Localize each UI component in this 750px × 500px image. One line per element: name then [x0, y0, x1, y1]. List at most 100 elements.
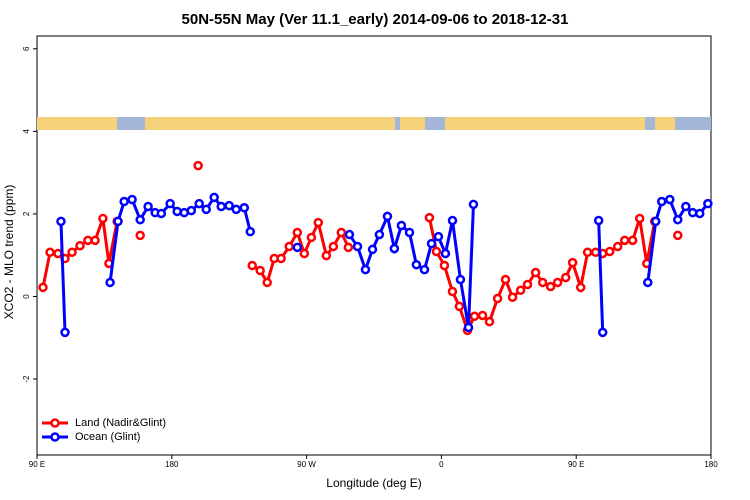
- data-point: [419, 264, 430, 275]
- data-point: [426, 238, 437, 249]
- data-point: [404, 227, 415, 238]
- data-point: [231, 204, 241, 215]
- data-point: [127, 194, 137, 205]
- y-tick-label: -2: [22, 375, 31, 383]
- data-point: [463, 322, 474, 333]
- data-point: [360, 264, 371, 275]
- data-point: [156, 208, 167, 219]
- data-point: [634, 213, 645, 224]
- data-point: [382, 211, 393, 222]
- data-point: [447, 215, 458, 226]
- data-point: [469, 311, 480, 322]
- data-point: [545, 281, 556, 292]
- data-point: [593, 215, 604, 226]
- data-point: [515, 285, 526, 296]
- data-point: [193, 160, 203, 171]
- data-point: [468, 199, 479, 210]
- data-point: [424, 212, 435, 223]
- data-point: [672, 230, 683, 241]
- x-tick-label: 180: [165, 460, 179, 469]
- y-tick-label: 4: [22, 129, 31, 134]
- data-point: [276, 253, 286, 264]
- land-strip: [445, 117, 645, 130]
- data-point: [507, 292, 518, 303]
- data-point: [500, 274, 511, 285]
- data-point: [656, 196, 667, 207]
- y-tick-label: 2: [22, 211, 31, 216]
- data-point: [619, 235, 630, 246]
- data-point: [165, 198, 175, 209]
- data-point: [552, 277, 563, 288]
- data-point: [537, 277, 548, 288]
- data-point: [216, 201, 226, 212]
- legend-label: Ocean (Glint): [75, 431, 140, 443]
- data-point: [135, 230, 145, 241]
- data-point: [582, 247, 593, 258]
- data-point: [597, 327, 608, 338]
- data-point: [247, 260, 257, 271]
- land-strip: [400, 117, 425, 130]
- data-point: [343, 242, 354, 253]
- data-point: [299, 248, 310, 259]
- data-point: [284, 241, 294, 252]
- data-point: [695, 208, 705, 219]
- data-point: [56, 216, 66, 227]
- data-point: [292, 227, 303, 238]
- data-point: [292, 242, 303, 253]
- x-tick-label: 90 W: [297, 460, 316, 469]
- chart-title: 50N-55N May (Ver 11.1_early) 2014-09-06 …: [182, 11, 569, 28]
- land-strip: [37, 117, 117, 130]
- data-point: [201, 204, 211, 215]
- data-point: [681, 201, 691, 212]
- data-point: [530, 267, 541, 278]
- data-point: [262, 277, 272, 288]
- x-tick-label: 90 E: [568, 460, 584, 469]
- data-point: [605, 246, 615, 257]
- data-point: [135, 214, 145, 225]
- data-point: [143, 201, 153, 212]
- data-point: [672, 214, 683, 225]
- data-point: [643, 277, 653, 288]
- data-point: [389, 243, 400, 254]
- data-point: [105, 277, 115, 288]
- data-point: [67, 247, 77, 258]
- data-point: [60, 327, 70, 338]
- data-point: [245, 226, 256, 237]
- data-point: [447, 286, 458, 297]
- map-strip: [37, 117, 711, 130]
- y-tick-label: 6: [22, 46, 31, 51]
- x-axis-label: Longitude (deg E): [326, 476, 421, 490]
- data-point: [396, 220, 407, 231]
- x-tick-label: 180: [704, 460, 718, 469]
- data-point: [374, 229, 385, 240]
- data-point: [98, 213, 108, 224]
- data-point: [344, 229, 355, 240]
- data-point: [194, 198, 204, 209]
- data-point: [567, 257, 578, 268]
- land-strip: [655, 117, 675, 130]
- y-tick-label: 0: [22, 294, 31, 299]
- data-point: [612, 241, 623, 252]
- land-strip: [145, 117, 395, 130]
- data-point: [306, 232, 317, 243]
- data-point: [186, 205, 197, 216]
- data-point: [560, 272, 571, 283]
- data-point: [45, 247, 55, 258]
- data-point: [665, 194, 675, 205]
- data-point: [90, 235, 100, 246]
- data-point: [113, 216, 123, 227]
- data-point: [411, 259, 422, 270]
- data-point: [454, 301, 465, 312]
- data-point: [53, 248, 63, 259]
- data-point: [367, 244, 378, 255]
- data-point: [575, 282, 586, 293]
- y-axis-label: XCO2 - MLO trend (ppm): [2, 185, 16, 320]
- data-point: [492, 293, 503, 304]
- data-point: [477, 310, 488, 321]
- data-point: [455, 274, 466, 285]
- data-point: [224, 200, 234, 211]
- data-point: [522, 279, 533, 290]
- data-point: [313, 217, 324, 228]
- data-point: [484, 316, 495, 327]
